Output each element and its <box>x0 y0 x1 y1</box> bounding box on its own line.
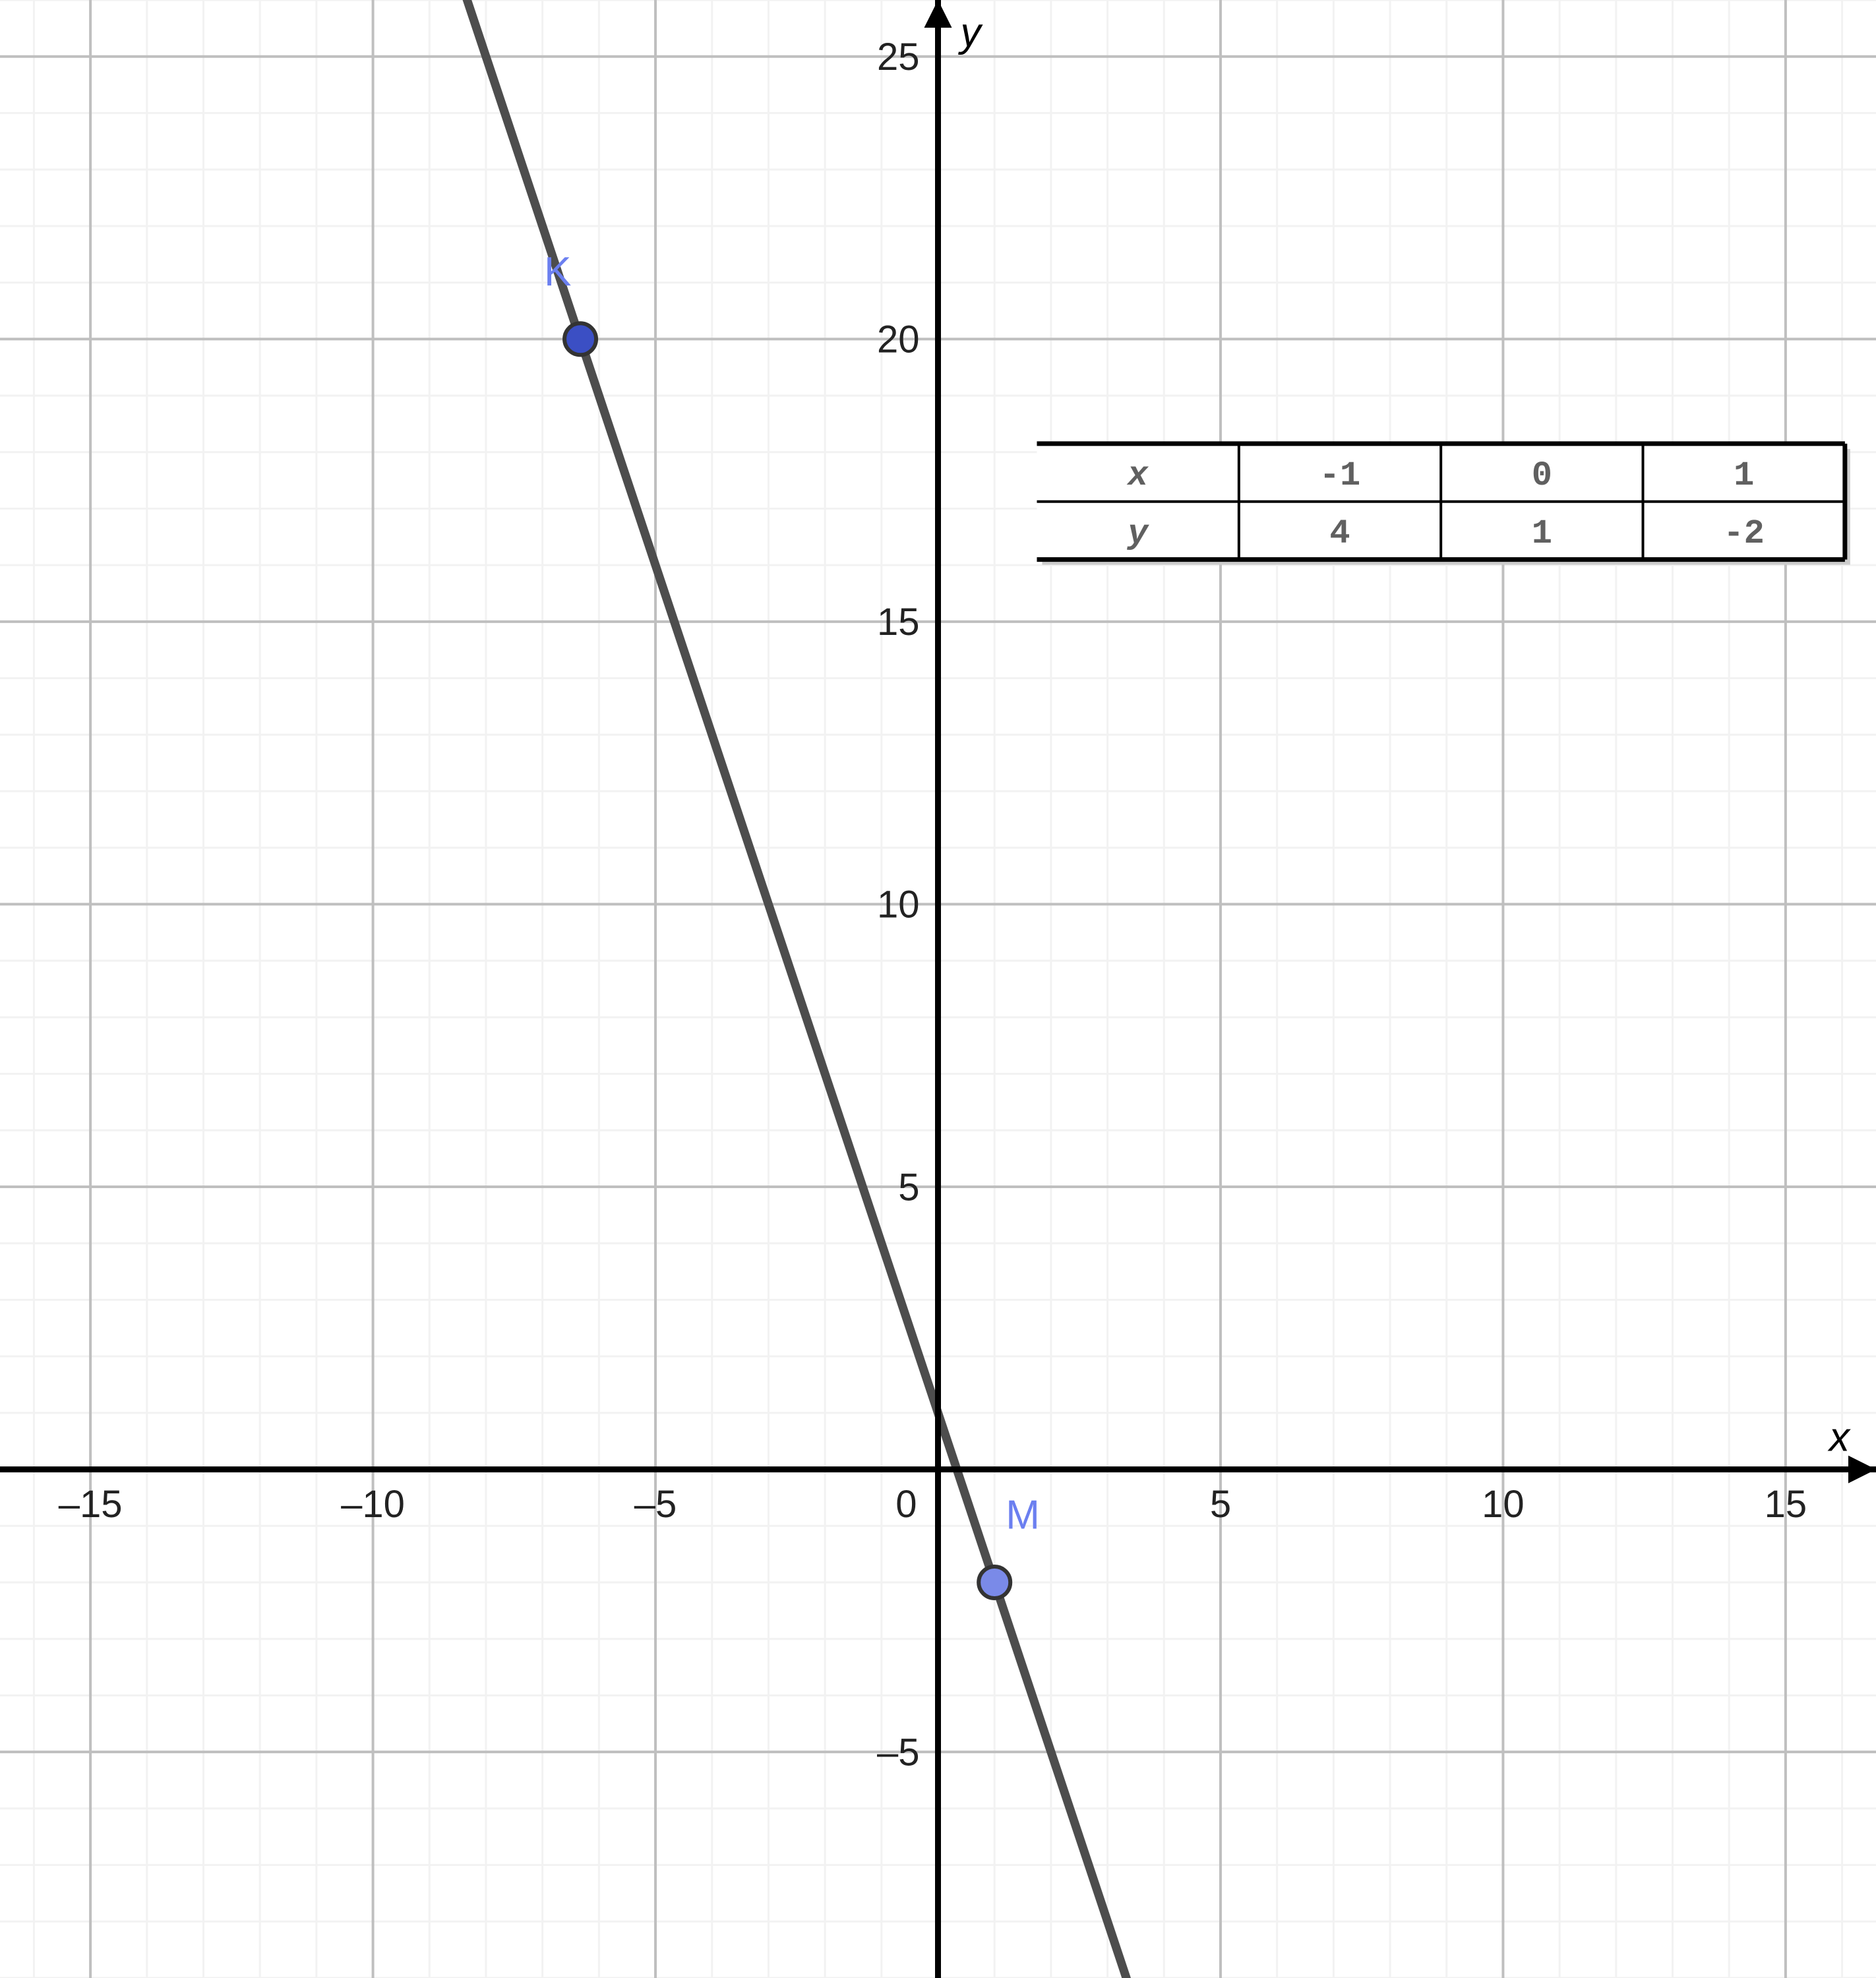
svg-text:-1: -1 <box>1319 456 1360 495</box>
svg-text:15: 15 <box>1765 1483 1807 1526</box>
svg-text:y: y <box>958 10 984 55</box>
svg-text:15: 15 <box>877 601 920 644</box>
point-m <box>979 1567 1010 1598</box>
point-k <box>564 323 596 355</box>
chart-stage: –15–10–5051015–5510152025xyx-101y41-2KM <box>0 0 1876 1978</box>
svg-text:5: 5 <box>1210 1483 1231 1526</box>
svg-text:10: 10 <box>1482 1483 1525 1526</box>
svg-text:x: x <box>1126 456 1149 495</box>
svg-text:0: 0 <box>1532 456 1552 495</box>
point-label-k: K <box>544 249 571 295</box>
svg-text:-2: -2 <box>1723 514 1764 553</box>
svg-text:10: 10 <box>877 884 920 926</box>
svg-text:–5: –5 <box>877 1731 920 1774</box>
point-label-m: M <box>1006 1493 1040 1538</box>
svg-text:–5: –5 <box>634 1483 677 1526</box>
svg-text:4: 4 <box>1329 514 1350 553</box>
svg-text:0: 0 <box>895 1483 917 1526</box>
svg-text:–15: –15 <box>59 1483 123 1526</box>
svg-text:x: x <box>1827 1415 1851 1460</box>
svg-text:y: y <box>1126 514 1149 553</box>
svg-text:–10: –10 <box>341 1483 405 1526</box>
svg-text:1: 1 <box>1734 456 1754 495</box>
data-table: x -1 0 1 y 4 1 -2 <box>1037 444 1850 565</box>
svg-text:5: 5 <box>898 1166 919 1209</box>
svg-text:20: 20 <box>877 318 920 361</box>
svg-text:1: 1 <box>1532 514 1552 553</box>
svg-text:25: 25 <box>877 36 920 78</box>
